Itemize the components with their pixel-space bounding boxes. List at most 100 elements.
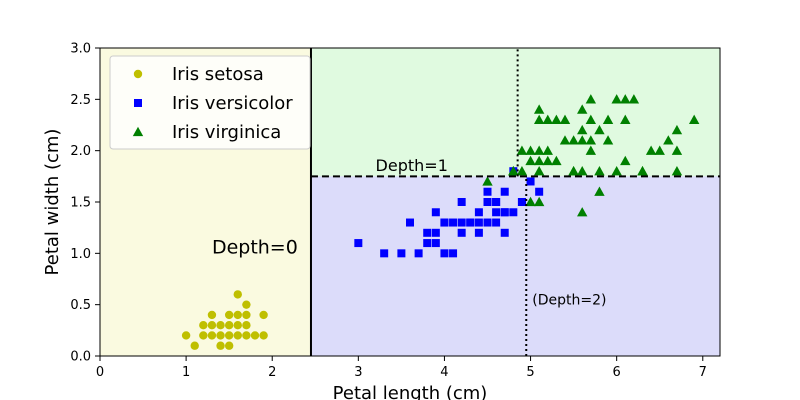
iris-versicolor-point	[414, 249, 423, 258]
iris-setosa-point	[216, 331, 225, 340]
iris-virginica-point	[525, 145, 536, 155]
iris-versicolor-point	[380, 249, 389, 258]
iris-versicolor-point	[483, 198, 492, 206]
y-tick-label: 0.0	[70, 350, 91, 365]
iris-setosa-point	[199, 321, 208, 330]
iris-setosa-point	[216, 321, 225, 330]
iris-virginica-point	[533, 196, 545, 207]
iris-virginica-point	[525, 196, 536, 207]
iris-setosa-point	[199, 331, 208, 340]
iris-setosa-point	[242, 321, 251, 330]
iris-setosa-point	[250, 331, 260, 340]
iris-virginica-point	[620, 155, 631, 166]
iris-setosa-point	[259, 310, 268, 320]
iris-virginica-point	[620, 114, 631, 125]
iris-versicolor-point	[397, 249, 406, 258]
iris-virginica-point	[568, 135, 579, 145]
iris-virginica-point	[663, 135, 674, 145]
iris-virginica-point	[577, 104, 588, 114]
annotation-depth-1: Depth=1	[376, 156, 448, 175]
iris-setosa-point	[207, 331, 217, 340]
iris-versicolor-point	[500, 208, 509, 217]
axes: 0 1 2 3 4 5 6 7 0.0 0.5 1.0 1.5 2.0 2.5 3.0	[70, 42, 707, 381]
iris-virginica-point	[671, 145, 683, 155]
iris-setosa-point	[224, 310, 234, 320]
iris-virginica-point	[602, 135, 614, 145]
iris-setosa-point	[216, 341, 225, 350]
iris-versicolor-point	[483, 218, 492, 227]
iris-virginica-point	[585, 94, 597, 104]
annotation-depth-2: (Depth=2)	[532, 293, 606, 309]
iris-virginica-point	[585, 145, 597, 155]
x-tick-label: 5	[526, 365, 534, 380]
iris-virginica-point	[525, 155, 536, 166]
iris-virginica-point	[533, 145, 545, 155]
iris-virginica-point	[594, 166, 605, 176]
iris-setosa-point	[207, 321, 217, 330]
iris-versicolor-point	[474, 228, 483, 237]
legend-marker-iris-virginica	[132, 126, 144, 137]
iris-virginica-point	[568, 166, 579, 176]
iris-virginica-point	[594, 186, 605, 196]
x-tick-label: 0	[96, 365, 104, 380]
x-tick-label: 3	[354, 365, 362, 380]
y-tick-label: 0.5	[70, 298, 91, 313]
iris-setosa-point	[224, 341, 234, 350]
iris-virginica-point	[671, 166, 683, 176]
iris-virginica-point	[551, 114, 562, 125]
iris-setosa-point	[233, 290, 242, 299]
legend-items: Iris setosa Iris versicolor Iris virginica	[132, 64, 293, 143]
iris-setosa-point	[242, 300, 251, 309]
iris-versicolor-point	[474, 218, 483, 227]
iris-versicolor-point	[406, 218, 414, 227]
iris-versicolor-point	[492, 218, 501, 227]
iris-versicolor-point	[423, 239, 432, 248]
y-tick-label: 2.5	[70, 93, 91, 108]
iris-setosa-point	[233, 331, 242, 340]
iris-versicolor-point	[440, 218, 449, 227]
iris-virginica-point	[585, 114, 597, 125]
iris-versicolor-point	[449, 249, 458, 258]
iris-virginica-point	[542, 145, 553, 155]
iris-virginica-point	[508, 166, 519, 176]
x-tick-label: 2	[268, 365, 276, 380]
iris-virginica-point	[637, 166, 648, 176]
iris-versicolor-point	[440, 249, 449, 258]
iris-virginica-point	[533, 166, 545, 176]
iris-versicolor-point	[423, 228, 432, 237]
iris-setosa-point	[181, 331, 191, 340]
iris-versicolor-point	[431, 208, 440, 217]
iris-virginica-point	[602, 114, 614, 125]
iris-versicolor-point	[517, 198, 526, 206]
x-tick-label: 7	[699, 365, 707, 380]
legend-label-iris-versicolor: Iris versicolor	[172, 93, 293, 114]
iris-setosa-point	[259, 331, 268, 340]
iris-versicolor-point	[457, 198, 466, 206]
iris-versicolor-point	[500, 187, 509, 196]
iris-virginica-point	[577, 135, 588, 145]
legend-label-iris-virginica: Iris virginica	[172, 122, 281, 143]
iris-setosa-point	[224, 321, 234, 330]
y-tick-label: 3.0	[70, 42, 91, 57]
iris-virginica-point	[577, 207, 588, 217]
iris-setosa-point	[242, 331, 251, 340]
iris-virginica-point	[594, 124, 605, 135]
iris-versicolor-point	[483, 187, 492, 196]
iris-versicolor-point	[431, 228, 440, 237]
iris-virginica-point	[482, 176, 493, 186]
iris-setosa-point	[190, 341, 199, 350]
data-points	[181, 94, 700, 350]
y-tick-label: 1.5	[70, 196, 91, 211]
iris-virginica-point	[577, 124, 588, 135]
iris-versicolor-point	[492, 208, 501, 217]
depth-annotations: Depth=0 Depth=1 (Depth=2)	[212, 156, 607, 308]
iris-setosa-point	[233, 321, 242, 330]
y-tick-label: 2.0	[70, 144, 91, 159]
y-tick-label: 1.0	[70, 247, 91, 262]
iris-versicolor-point	[509, 208, 518, 217]
iris-versicolor-point	[535, 187, 544, 196]
x-tick-label: 6	[613, 365, 621, 380]
legend-box	[109, 55, 311, 150]
iris-versicolor-point	[457, 218, 466, 227]
y-axis-label: Petal width (cm)	[42, 129, 63, 276]
